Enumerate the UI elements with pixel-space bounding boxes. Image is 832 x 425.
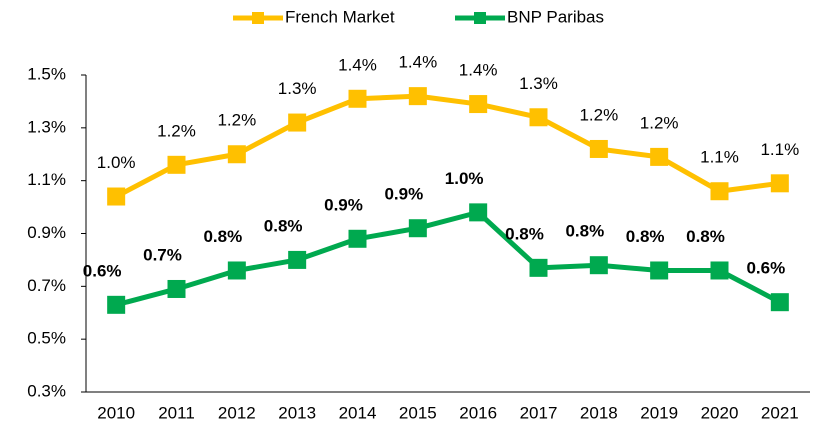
x-tick-label: 2018: [580, 403, 618, 422]
x-tick-label: 2021: [761, 403, 799, 422]
marker: [770, 174, 789, 193]
marker: [288, 250, 307, 269]
data-label: 1.2%: [217, 111, 256, 130]
y-tick-label: 0.3%: [27, 381, 66, 400]
data-label: 1.4%: [459, 61, 498, 80]
marker: [469, 95, 488, 114]
x-tick-label: 2012: [218, 403, 256, 422]
marker: [650, 261, 669, 280]
marker: [107, 187, 126, 206]
marker: [710, 182, 729, 201]
data-label: 0.8%: [264, 216, 303, 235]
data-label: 1.4%: [398, 53, 437, 72]
x-tick-label: 2016: [459, 403, 497, 422]
data-label: 1.3%: [278, 79, 317, 98]
data-label: 1.2%: [579, 105, 618, 124]
marker: [227, 145, 246, 164]
x-tick-label: 2020: [701, 403, 739, 422]
data-label: 0.8%: [626, 227, 665, 246]
x-tick-label: 2014: [339, 403, 377, 422]
legend-label: BNP Paribas: [507, 7, 604, 26]
marker: [348, 229, 367, 248]
data-label: 1.4%: [338, 55, 377, 74]
data-label: 1.0%: [445, 169, 484, 188]
marker: [167, 279, 186, 298]
marker: [469, 203, 488, 222]
y-tick-label: 0.9%: [27, 223, 66, 242]
marker: [650, 147, 669, 166]
data-label: 0.8%: [203, 227, 242, 246]
marker: [348, 89, 367, 108]
marker: [770, 293, 789, 312]
data-label: 1.3%: [519, 74, 558, 93]
x-tick-label: 2010: [97, 403, 135, 422]
marker: [589, 139, 608, 158]
marker: [710, 261, 729, 280]
legend-label: French Market: [285, 7, 395, 26]
y-tick-label: 0.5%: [27, 329, 66, 348]
x-tick-label: 2015: [399, 403, 437, 422]
x-tick-label: 2017: [520, 403, 558, 422]
legend-marker: [474, 12, 486, 24]
series-line: [115, 93, 781, 199]
data-label: 1.1%: [760, 140, 799, 159]
data-label: 1.2%: [640, 113, 679, 132]
y-tick-label: 1.1%: [27, 170, 66, 189]
x-tick-label: 2013: [278, 403, 316, 422]
marker: [107, 295, 126, 314]
data-label: 1.2%: [157, 121, 196, 140]
y-tick-label: 0.7%: [27, 276, 66, 295]
series-line: [115, 209, 781, 308]
marker: [288, 113, 307, 132]
marker: [529, 258, 548, 277]
legend-marker: [252, 12, 264, 24]
marker: [408, 87, 427, 106]
data-label: 0.8%: [505, 224, 544, 243]
y-tick-label: 1.5%: [27, 64, 66, 83]
data-label: 0.7%: [143, 245, 182, 264]
y-tick-label: 1.3%: [27, 117, 66, 136]
data-label: 0.8%: [565, 222, 604, 241]
marker: [408, 219, 427, 238]
x-tick-label: 2011: [158, 403, 195, 422]
data-label: 1.1%: [700, 148, 739, 167]
data-label: 0.6%: [83, 261, 122, 280]
data-label: 0.8%: [686, 227, 725, 246]
marker: [167, 155, 186, 174]
data-label: 0.9%: [384, 185, 423, 204]
x-tick-label: 2019: [640, 403, 678, 422]
marker: [227, 261, 246, 280]
data-label: 0.9%: [324, 195, 363, 214]
marker: [589, 256, 608, 275]
data-label: 0.6%: [746, 259, 785, 278]
marker: [529, 108, 548, 127]
data-label: 1.0%: [97, 153, 136, 172]
